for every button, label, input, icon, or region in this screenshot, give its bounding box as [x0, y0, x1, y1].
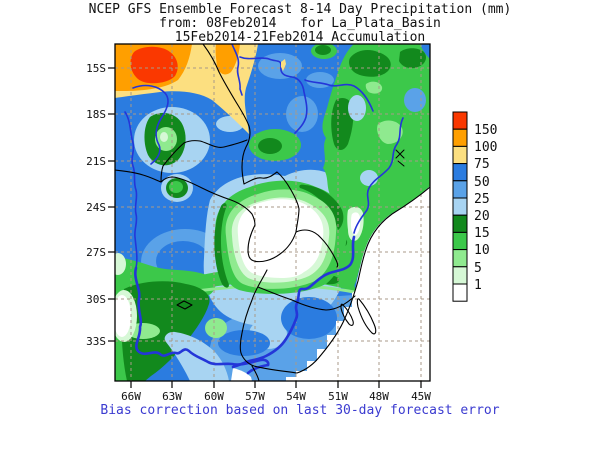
legend-swatch — [452, 214, 468, 233]
lat-label-15s: 15S — [86, 62, 106, 75]
lat-label-24s: 24S — [86, 201, 106, 214]
lat-label-33s: 33S — [86, 335, 106, 348]
legend-value-20: 20 — [474, 209, 490, 224]
lon-label-54w: 54W — [286, 390, 306, 403]
legend-value-75: 75 — [474, 157, 490, 172]
legend-swatch — [452, 180, 468, 199]
legend-value-150: 150 — [474, 123, 497, 138]
bias-correction-footnote: Bias correction based on last 30-day for… — [100, 403, 500, 418]
chart-title-line1: NCEP GFS Ensemble Forecast 8-14 Day Prec… — [88, 2, 512, 17]
river-lines — [124, 44, 404, 375]
legend-value-10: 10 — [474, 243, 490, 258]
legend-swatch — [452, 197, 468, 216]
lon-label-66w: 66W — [121, 390, 141, 403]
legend-swatch — [452, 145, 468, 165]
legend-swatch — [452, 111, 468, 130]
contour-field — [115, 44, 430, 381]
precipitation-map — [108, 43, 431, 388]
lon-label-48w: 48W — [369, 390, 389, 403]
lat-label-30s: 30S — [86, 293, 106, 306]
legend-swatch — [452, 128, 468, 147]
lon-label-57w: 57W — [245, 390, 265, 403]
lon-label-60w: 60W — [204, 390, 224, 403]
axis-ticks — [108, 67, 422, 388]
legend-value-15: 15 — [474, 226, 490, 241]
legend-swatches — [452, 111, 468, 302]
legend-swatch — [452, 266, 468, 285]
chart-title-line2: from: 08Feb2014 for La_Plata_Basin — [159, 16, 441, 31]
lon-label-51w: 51W — [328, 390, 348, 403]
legend-value-25: 25 — [474, 192, 490, 207]
lat-label-27s: 27S — [86, 246, 106, 259]
legend-value-5: 5 — [474, 261, 482, 276]
border-lines — [115, 44, 430, 381]
legend-values: 150 100 75 50 25 20 15 10 5 1 — [474, 123, 497, 293]
legend-value-100: 100 — [474, 140, 497, 155]
lon-label-63w: 63W — [162, 390, 182, 403]
grid-lines — [115, 44, 430, 381]
legend-value-1: 1 — [474, 278, 482, 293]
legend-swatch — [452, 283, 468, 302]
legend-swatch — [452, 231, 468, 251]
small-yellow-maximum — [281, 59, 286, 71]
legend-value-50: 50 — [474, 175, 490, 190]
legend-swatch — [452, 163, 468, 182]
map-frame — [114, 43, 431, 382]
lon-label-45w: 45W — [411, 390, 431, 403]
lat-label-18s: 18S — [86, 108, 106, 121]
color-legend: 150 100 75 50 25 20 15 10 5 1 — [452, 111, 497, 302]
legend-swatch — [452, 249, 468, 268]
lat-label-21s: 21S — [86, 155, 106, 168]
chart-title-line3: 15Feb2014-21Feb2014 Accumulation — [174, 30, 426, 45]
